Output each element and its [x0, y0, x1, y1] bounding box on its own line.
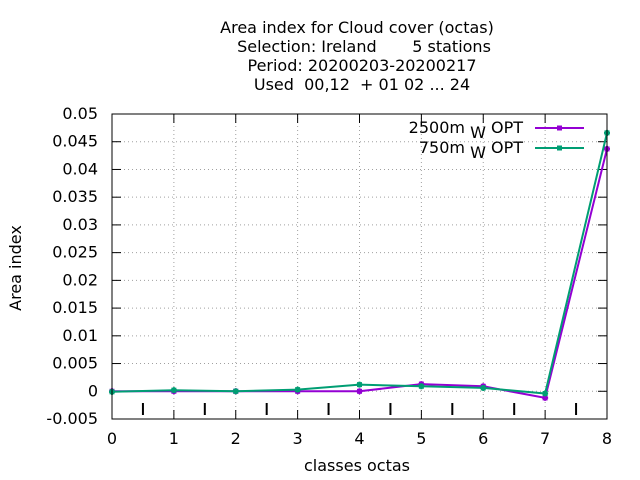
plot-frame — [111, 113, 608, 420]
series-point-marker — [357, 388, 362, 394]
y-tick-label: 0 — [88, 381, 98, 400]
x-tick-label: 8 — [602, 429, 612, 448]
x-tick-label: 3 — [293, 429, 303, 448]
x-tick-label: 4 — [354, 429, 364, 448]
title-line-3: Period: 20200203-20200217 — [247, 56, 476, 75]
series-point-marker — [357, 382, 362, 388]
y-tick-label: 0.015 — [52, 298, 98, 317]
x-tick-label: 0 — [107, 429, 117, 448]
series-point-marker — [295, 387, 301, 393]
series-point-marker — [418, 383, 424, 389]
y-tick-label: 0.03 — [62, 215, 98, 234]
x-tick-label: 2 — [231, 429, 241, 448]
axis-ticks: -0.005 0 0.005 0.01 0.015 0.02 0.025 0.03 0.035 0… — [46, 104, 612, 448]
series-point-marker — [233, 388, 239, 394]
x-tick-label: 7 — [540, 429, 550, 448]
series-point-marker — [171, 387, 177, 393]
legend-label: 2500m W OPT — [409, 118, 524, 142]
title-line-2: Selection: Ireland 5 stations — [237, 37, 491, 56]
y-tick-label: 0.05 — [62, 104, 98, 123]
y-tick-label: 0.04 — [62, 159, 98, 178]
x-tick-label: 5 — [416, 429, 426, 448]
title-line-1: Area index for Cloud cover (octas) — [220, 18, 494, 37]
series-point-marker — [542, 390, 548, 396]
series-group — [109, 129, 610, 401]
legend-marker — [557, 125, 562, 131]
y-tick-label: 0.01 — [62, 326, 98, 345]
y-tick-label: -0.005 — [46, 409, 98, 428]
x-tick-label: 6 — [478, 429, 488, 448]
title-line-4: Used 00,12 + 01 02 ... 24 — [254, 75, 470, 94]
x-tick-label: 1 — [169, 429, 179, 448]
y-tick-label: 0.005 — [52, 354, 98, 373]
series-point-marker — [542, 395, 548, 401]
chart-title: Area index for Cloud cover (octas) Selec… — [220, 18, 494, 94]
y-tick-label: 0.025 — [52, 243, 98, 262]
y-tick-label: 0.02 — [62, 270, 98, 289]
legend-label: 750m W OPT — [419, 138, 523, 162]
x-axis-label: classes octas — [304, 456, 410, 475]
series-point-marker — [480, 385, 486, 391]
y-tick-label: 0.045 — [52, 132, 98, 151]
grid — [112, 114, 607, 419]
y-axis-label: Area index — [6, 225, 25, 311]
y-tick-label: 0.035 — [52, 187, 98, 206]
legend-marker — [557, 145, 562, 151]
